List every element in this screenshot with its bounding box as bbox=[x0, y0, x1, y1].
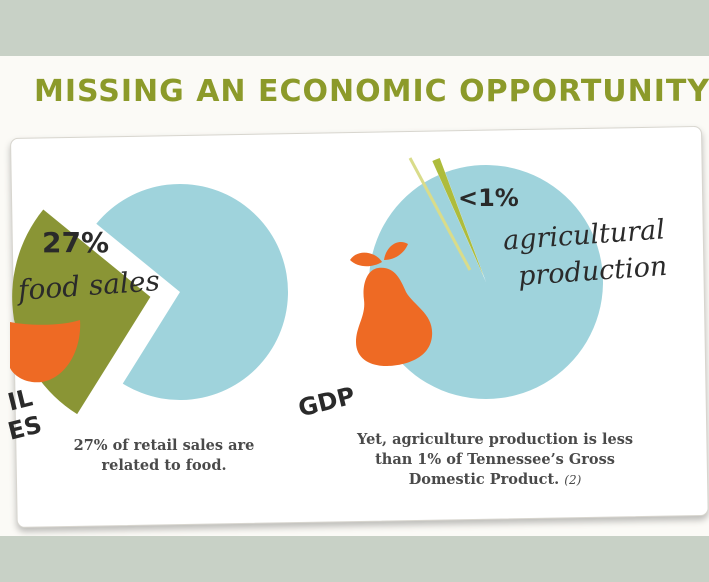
right-caption-line1: Yet, agriculture production is less bbox=[330, 430, 660, 450]
left-caption-line2: related to food. bbox=[44, 456, 284, 476]
right-caption: Yet, agriculture production is less than… bbox=[330, 430, 660, 490]
bottom-band bbox=[0, 536, 709, 582]
right-caption-line3-row: Domestic Product. (2) bbox=[330, 470, 660, 490]
agricultural-value-label: <1% bbox=[458, 184, 519, 212]
right-caption-line3: Domestic Product. bbox=[409, 471, 560, 488]
right-caption-line2: than 1% of Tennessee’s Gross bbox=[330, 450, 660, 470]
left-caption: 27% of retail sales are related to food. bbox=[44, 436, 284, 476]
food-sales-value-label: 27% bbox=[42, 226, 109, 259]
left-caption-line1: 27% of retail sales are bbox=[44, 436, 284, 456]
citation: (2) bbox=[564, 473, 581, 487]
